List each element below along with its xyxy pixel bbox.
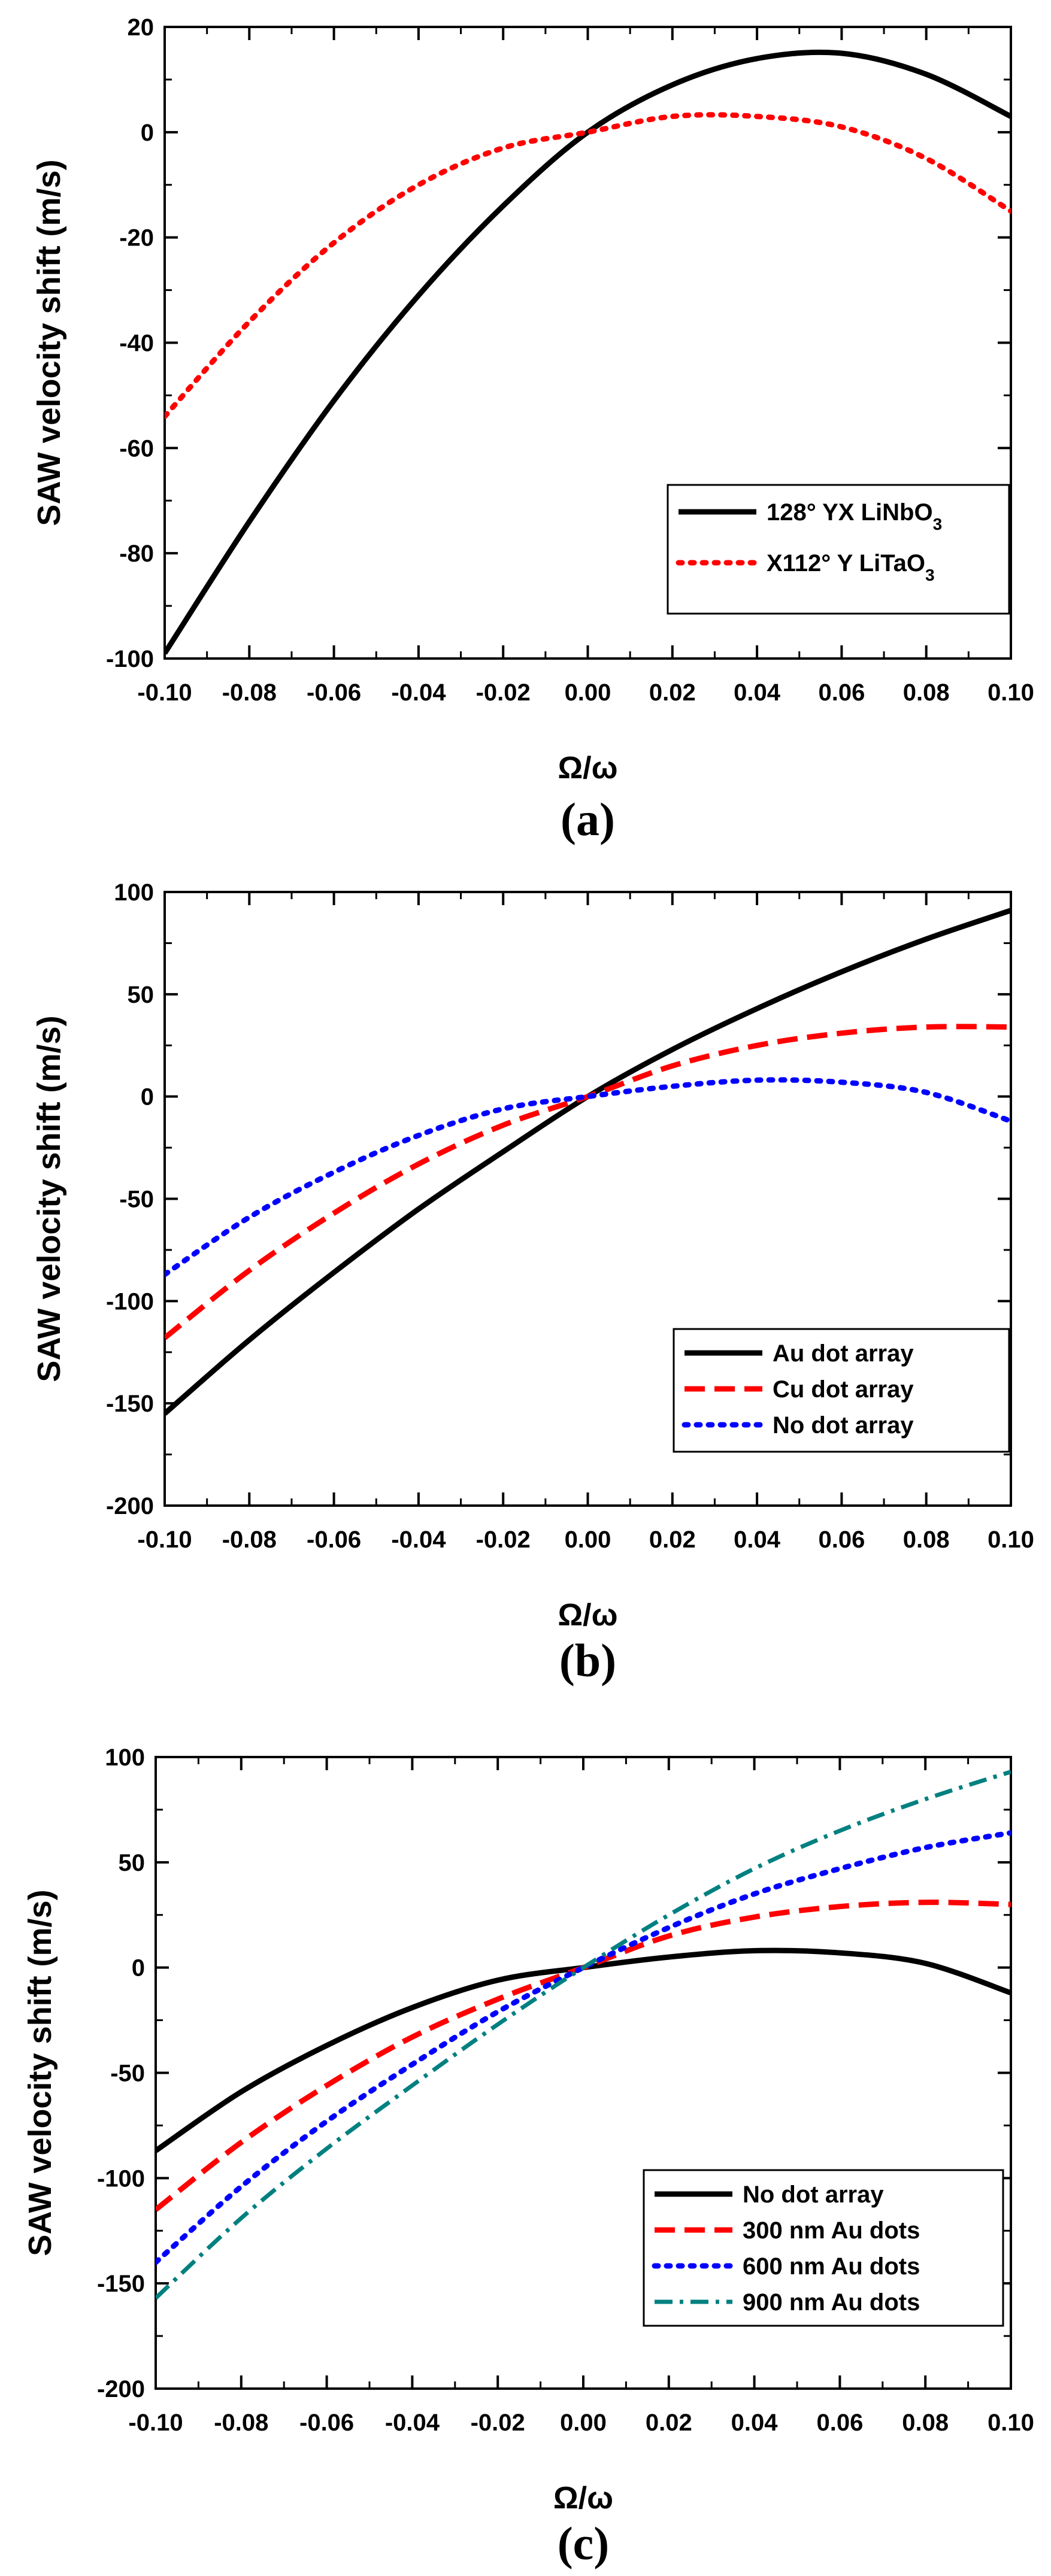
series-line-1: [165, 49, 1011, 655]
series-line-3: [165, 1077, 1011, 1278]
x-tick-label: -0.04: [391, 1527, 446, 1553]
x-axis-label: Ω/ω: [558, 1598, 617, 1633]
y-tick-label: 0: [141, 120, 154, 146]
panel-label: (b): [559, 1634, 616, 1686]
x-tick-label: -0.10: [137, 679, 192, 706]
x-tick-label: 0.08: [902, 2410, 949, 2436]
y-tick-label: -80: [119, 541, 154, 567]
x-tick-label: -0.08: [222, 1527, 277, 1553]
x-tick-label: -0.04: [385, 2410, 440, 2436]
y-axis-label: SAW velocity shift (m/s): [22, 1889, 58, 2256]
x-tick-label: 0.04: [731, 2410, 779, 2436]
series-line-3: [156, 1830, 1011, 2265]
y-tick-label: -100: [106, 646, 154, 672]
y-tick-label: 0: [132, 1955, 145, 1982]
y-tick-label: -20: [119, 225, 154, 251]
x-tick-label: 0.02: [646, 2410, 692, 2436]
y-tick-label: 20: [128, 14, 155, 41]
y-tick-label: -50: [119, 1187, 154, 1213]
panel-label: (c): [558, 2517, 610, 2569]
x-tick-label: 0.06: [816, 2410, 863, 2436]
legend-label-4: 900 nm Au dots: [743, 2289, 920, 2316]
legend-label-2: Cu dot array: [773, 1376, 914, 1403]
x-tick-label: -0.02: [471, 2410, 525, 2436]
x-tick-label: -0.02: [476, 679, 531, 706]
series-line-2: [156, 1900, 1011, 2212]
x-tick-label: -0.04: [391, 679, 446, 706]
x-tick-label: -0.06: [307, 1527, 361, 1553]
chart-panel-a: -0.10 -0.08 -0.06 -0.04 -0.02 0.00 0.02 0.04 0.0…: [31, 14, 1034, 845]
x-tick-label: 0.00: [565, 679, 611, 706]
x-tick-label: 0.00: [560, 2410, 607, 2436]
series-line-1: [156, 1947, 1011, 2153]
series-line-2: [165, 112, 1011, 420]
x-tick-label: 0.04: [734, 679, 781, 706]
x-tick-label: 0.02: [649, 679, 696, 706]
y-tick-label: -150: [106, 1391, 154, 1417]
y-tick-label: -40: [119, 330, 154, 357]
x-tick-label: 0.10: [988, 2410, 1034, 2436]
legend-label-subscript: 3: [925, 566, 935, 584]
x-tick-label: -0.02: [476, 1527, 531, 1553]
y-tick-label: -100: [97, 2165, 145, 2192]
y-tick-label: -150: [97, 2271, 145, 2297]
x-tick-label: 0.02: [649, 1527, 696, 1553]
x-axis-label: Ω/ω: [558, 751, 617, 785]
legend-label-subscript: 3: [933, 515, 943, 533]
chart-panel-c: -0.10 -0.08 -0.06 -0.04 -0.02 0.00 0.02 0.04 0.0…: [22, 1744, 1034, 2569]
y-tick-label: 100: [105, 1744, 145, 1771]
x-tick-label: 0.08: [903, 679, 950, 706]
x-tick-label: -0.08: [222, 679, 277, 706]
legend-label-1: No dot array: [743, 2181, 884, 2208]
y-tick-label: 0: [141, 1084, 154, 1110]
x-tick-label: -0.10: [128, 2410, 183, 2436]
y-tick-label: 100: [114, 879, 154, 906]
y-axis-label: SAW velocity shift (m/s): [31, 159, 67, 526]
x-tick-label: 0.00: [565, 1527, 611, 1553]
y-tick-label: -200: [106, 1493, 154, 1519]
x-tick-label: 0.06: [818, 679, 865, 706]
legend-label-3: No dot array: [773, 1412, 914, 1439]
y-tick-label: -60: [119, 435, 154, 462]
y-tick-label: 50: [119, 1850, 146, 1876]
legend-label-3: 600 nm Au dots: [743, 2253, 920, 2280]
x-tick-label: 0.10: [988, 1527, 1034, 1553]
y-axis-label: SAW velocity shift (m/s): [31, 1015, 67, 1382]
y-tick-label: 50: [128, 982, 155, 1008]
legend-box: [667, 484, 1010, 615]
x-tick-label: 0.10: [988, 679, 1034, 706]
series-line-2: [165, 1024, 1011, 1340]
x-tick-label: 0.08: [903, 1527, 950, 1553]
x-tick-label: 0.04: [734, 1527, 781, 1553]
series-line-4: [156, 1770, 1011, 2300]
x-tick-label: 0.06: [818, 1527, 865, 1553]
y-tick-label: -200: [97, 2376, 145, 2402]
legend-label-2: 300 nm Au dots: [743, 2217, 920, 2244]
panel-label: (a): [561, 793, 615, 845]
y-tick-label: -50: [110, 2061, 145, 2087]
y-tick-label: -100: [106, 1288, 154, 1315]
x-axis-label: Ω/ω: [553, 2481, 613, 2516]
legend-label-1: Au dot array: [773, 1340, 914, 1367]
x-tick-label: -0.06: [299, 2410, 354, 2436]
x-tick-label: -0.08: [214, 2410, 268, 2436]
x-tick-label: -0.10: [137, 1527, 192, 1553]
x-tick-label: -0.06: [307, 679, 361, 706]
chart-panel-b: -0.10 -0.08 -0.06 -0.04 -0.02 0.00 0.02 0.04 0.0…: [31, 879, 1034, 1686]
